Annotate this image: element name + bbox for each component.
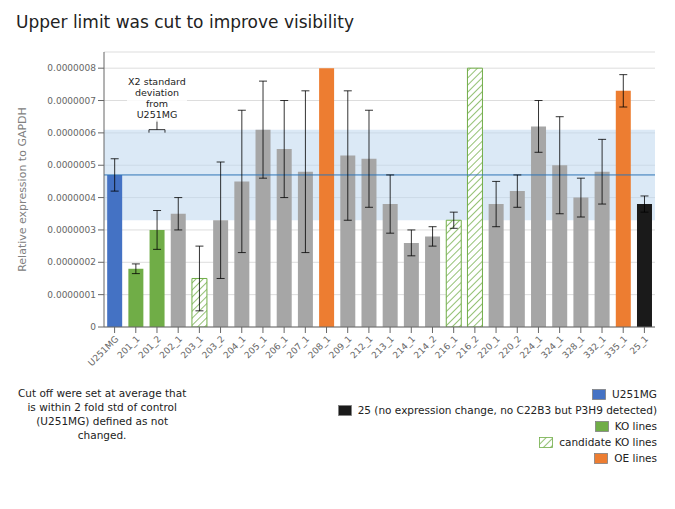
html-text:25 (no expression change, no C: 25 (no expression change, no C22B3 but P… xyxy=(357,404,657,416)
svg-text:220_1: 220_1 xyxy=(476,334,502,360)
html-text:U251MG: U251MG xyxy=(612,388,657,400)
svg-text:204_1: 204_1 xyxy=(221,334,247,360)
svg-text:201_2: 201_2 xyxy=(136,334,162,360)
svg-text:0.0000001: 0.0000001 xyxy=(47,290,96,300)
svg-text:Relative expression to GAPDH: Relative expression to GAPDH xyxy=(16,107,29,272)
svg-text:216_2: 216_2 xyxy=(454,334,480,360)
svg-text:220_2: 220_2 xyxy=(497,334,523,360)
html-text:OE lines: OE lines xyxy=(614,452,657,464)
svg-text:208_1: 208_1 xyxy=(306,334,332,360)
svg-text:203_2: 203_2 xyxy=(200,334,226,360)
svg-text:201_1: 201_1 xyxy=(115,334,141,360)
svg-text:202_1: 202_1 xyxy=(158,334,184,360)
html-text:candidate KO lines: candidate KO lines xyxy=(559,436,657,448)
html-text:Cut off were set at average th: Cut off were set at average that is with… xyxy=(18,387,187,441)
svg-text:0.0000007: 0.0000007 xyxy=(47,96,96,106)
svg-text:0.0000008: 0.0000008 xyxy=(47,63,96,73)
svg-text:335_1: 335_1 xyxy=(603,334,629,360)
svg-text:209_1: 209_1 xyxy=(327,334,353,360)
svg-text:212_1: 212_1 xyxy=(348,334,374,360)
svg-text:0.0000006: 0.0000006 xyxy=(47,128,96,138)
svg-text:324_1: 324_1 xyxy=(539,334,565,360)
svg-text:224_1: 224_1 xyxy=(518,334,544,360)
svg-text:0.0000005: 0.0000005 xyxy=(47,160,96,170)
svg-text:0.0000002: 0.0000002 xyxy=(47,257,96,267)
svg-text:205_1: 205_1 xyxy=(242,334,268,360)
html-text:KO lines: KO lines xyxy=(614,420,657,432)
svg-text:214_2: 214_2 xyxy=(412,334,438,360)
svg-text:213_1: 213_1 xyxy=(370,334,396,360)
svg-text:207_1: 207_1 xyxy=(285,334,311,360)
svg-text:0.0000004: 0.0000004 xyxy=(47,193,96,203)
svg-text:X2 standarddeviationfromU251MG: X2 standarddeviationfromU251MG xyxy=(128,76,186,120)
svg-text:25_1: 25_1 xyxy=(628,334,650,356)
svg-text:U251MG: U251MG xyxy=(86,334,120,368)
svg-text:0.0000003: 0.0000003 xyxy=(47,225,96,235)
html-text:Upper limit was cut to improve: Upper limit was cut to improve visibilit… xyxy=(16,12,354,32)
svg-text:332_1: 332_1 xyxy=(582,334,608,360)
svg-text:216_1: 216_1 xyxy=(433,334,459,360)
svg-text:203_1: 203_1 xyxy=(179,334,205,360)
svg-text:0: 0 xyxy=(90,322,96,332)
svg-text:206_1: 206_1 xyxy=(264,334,290,360)
svg-text:328_1: 328_1 xyxy=(560,334,586,360)
svg-text:214_1: 214_1 xyxy=(391,334,417,360)
